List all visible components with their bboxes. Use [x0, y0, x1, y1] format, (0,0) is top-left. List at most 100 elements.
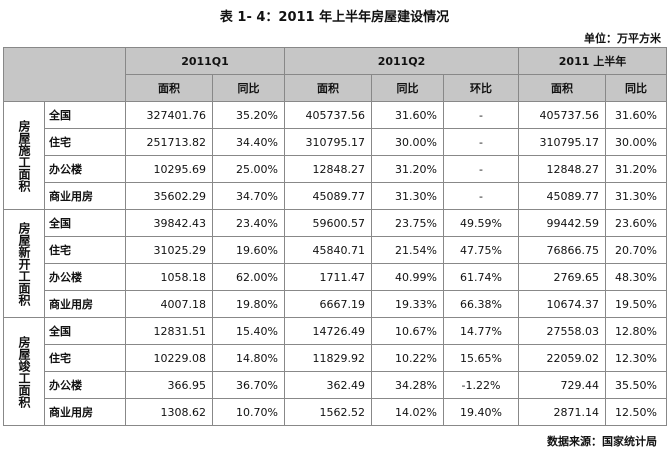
value-cell: 23.60% [605, 209, 667, 237]
value-cell: 19.40% [443, 398, 519, 426]
value-cell: 25.00% [212, 155, 285, 183]
period-header-q2: 2011Q2 [284, 47, 519, 75]
value-cell: 76866.75 [518, 236, 606, 264]
category-cell: 住宅 [44, 344, 126, 372]
table-row: 房屋施工面积 全国 327401.76 35.20% 405737.56 31.60% -4… [3, 101, 667, 210]
value-cell: 99442.59 [518, 209, 606, 237]
value-cell: 10.67% [371, 317, 444, 345]
value-cell: 34.40% [212, 128, 285, 156]
value-cell: 19.50% [605, 290, 667, 318]
table-row: 商业用房 1308.62 10.70% 1562.52 14.02% 19.40% 2871… [4, 398, 667, 426]
value-cell: 31025.29 [125, 236, 213, 264]
value-cell: 11829.92 [284, 344, 372, 372]
category-cell: 办公楼 [44, 155, 126, 183]
value-cell: 10229.08 [125, 344, 213, 372]
col-header: 面积 [284, 74, 372, 102]
value-cell: 10674.37 [518, 290, 606, 318]
value-cell: 366.95 [125, 371, 213, 399]
col-header: 同比 [371, 74, 444, 102]
value-cell: 12.30% [605, 344, 667, 372]
value-cell: 59600.57 [284, 209, 372, 237]
category-cell: 全国 [44, 317, 126, 345]
value-cell: 14726.49 [284, 317, 372, 345]
value-cell: 12831.51 [125, 317, 213, 345]
category-cell: 办公楼 [44, 371, 126, 399]
value-cell: 14.02% [371, 398, 444, 426]
table-title: 表 1- 4：2011 年上半年房屋建设情况 [219, 10, 450, 25]
value-cell: 31.60% [605, 101, 667, 129]
value-cell: 31.20% [605, 155, 667, 183]
value-cell: - [443, 182, 519, 210]
header-row-columns: 面积 同比 面积 同比 环比 面积 同比 [4, 74, 667, 102]
col-header: 同比 [212, 74, 285, 102]
table-row: 住宅 10229.08 14.80% 11829.92 10.22% 15.65% 2205… [4, 344, 667, 372]
table-row: 办公楼 10295.69 25.00% 12848.27 31.20% -12848.27… [4, 155, 667, 183]
value-cell: 2871.14 [518, 398, 606, 426]
value-cell: -1.22% [443, 371, 519, 399]
value-cell: 62.00% [212, 263, 285, 291]
category-cell: 全国 [44, 101, 126, 129]
table-row: 商业用房 35602.29 34.70% 45089.77 31.30% -45089.7… [4, 182, 667, 210]
value-cell: 12.50% [605, 398, 667, 426]
group-label: 房屋竣工面积 [3, 317, 45, 426]
value-cell: 20.70% [605, 236, 667, 264]
table-row: 房屋竣工面积 全国 12831.51 15.40% 14726.49 10.67% 14.7… [3, 317, 667, 426]
value-cell: 12.80% [605, 317, 667, 345]
value-cell: 14.77% [443, 317, 519, 345]
value-cell: 45840.71 [284, 236, 372, 264]
category-cell: 住宅 [44, 128, 126, 156]
value-cell: - [443, 101, 519, 129]
value-cell: 310795.17 [518, 128, 606, 156]
value-cell: 362.49 [284, 371, 372, 399]
period-header-h1: 2011 上半年 [518, 47, 667, 75]
table-row: 住宅 31025.29 19.60% 45840.71 21.54% 47.75% 7686… [4, 236, 667, 264]
header-row-periods: 2011Q1 2011Q2 2011 上半年 [3, 47, 667, 102]
col-header: 面积 [125, 74, 213, 102]
group-label: 房屋新开工面积 [3, 209, 45, 318]
value-cell: 45089.77 [284, 182, 372, 210]
unit-label: 单位：万平方米 [584, 32, 661, 45]
table-row: 住宅 251713.82 34.40% 310795.17 30.00% -310795.… [4, 128, 667, 156]
value-cell: 31.60% [371, 101, 444, 129]
category-cell: 商业用房 [44, 290, 126, 318]
table-body: 房屋施工面积 全国 327401.76 35.20% 405737.56 31.60% -4… [3, 101, 667, 426]
col-header: 同比 [605, 74, 667, 102]
value-cell: 61.74% [443, 263, 519, 291]
value-cell: - [443, 155, 519, 183]
value-cell: 251713.82 [125, 128, 213, 156]
value-cell: 31.30% [371, 182, 444, 210]
table-row: 商业用房 4007.18 19.80% 6667.19 19.33% 66.38% 1067… [4, 290, 667, 318]
value-cell: 34.70% [212, 182, 285, 210]
value-cell: 15.40% [212, 317, 285, 345]
value-cell: 6667.19 [284, 290, 372, 318]
value-cell: 19.60% [212, 236, 285, 264]
col-header: 面积 [518, 74, 606, 102]
value-cell: - [443, 128, 519, 156]
value-cell: 1058.18 [125, 263, 213, 291]
value-cell: 30.00% [371, 128, 444, 156]
category-cell: 全国 [44, 209, 126, 237]
value-cell: 10.22% [371, 344, 444, 372]
value-cell: 47.75% [443, 236, 519, 264]
value-cell: 4007.18 [125, 290, 213, 318]
value-cell: 35.20% [212, 101, 285, 129]
value-cell: 49.59% [443, 209, 519, 237]
value-cell: 31.30% [605, 182, 667, 210]
value-cell: 36.70% [212, 371, 285, 399]
source-note: 数据来源：国家统计局 [547, 435, 657, 448]
value-cell: 1711.47 [284, 263, 372, 291]
value-cell: 19.33% [371, 290, 444, 318]
value-cell: 23.40% [212, 209, 285, 237]
value-cell: 405737.56 [284, 101, 372, 129]
category-cell: 住宅 [44, 236, 126, 264]
category-cell: 办公楼 [44, 263, 126, 291]
col-header: 环比 [443, 74, 519, 102]
group-label: 房屋施工面积 [3, 101, 45, 210]
value-cell: 31.20% [371, 155, 444, 183]
value-cell: 30.00% [605, 128, 667, 156]
value-cell: 10295.69 [125, 155, 213, 183]
value-cell: 27558.03 [518, 317, 606, 345]
period-header-q1: 2011Q1 [125, 47, 285, 75]
value-cell: 12848.27 [518, 155, 606, 183]
category-cell: 商业用房 [44, 398, 126, 426]
